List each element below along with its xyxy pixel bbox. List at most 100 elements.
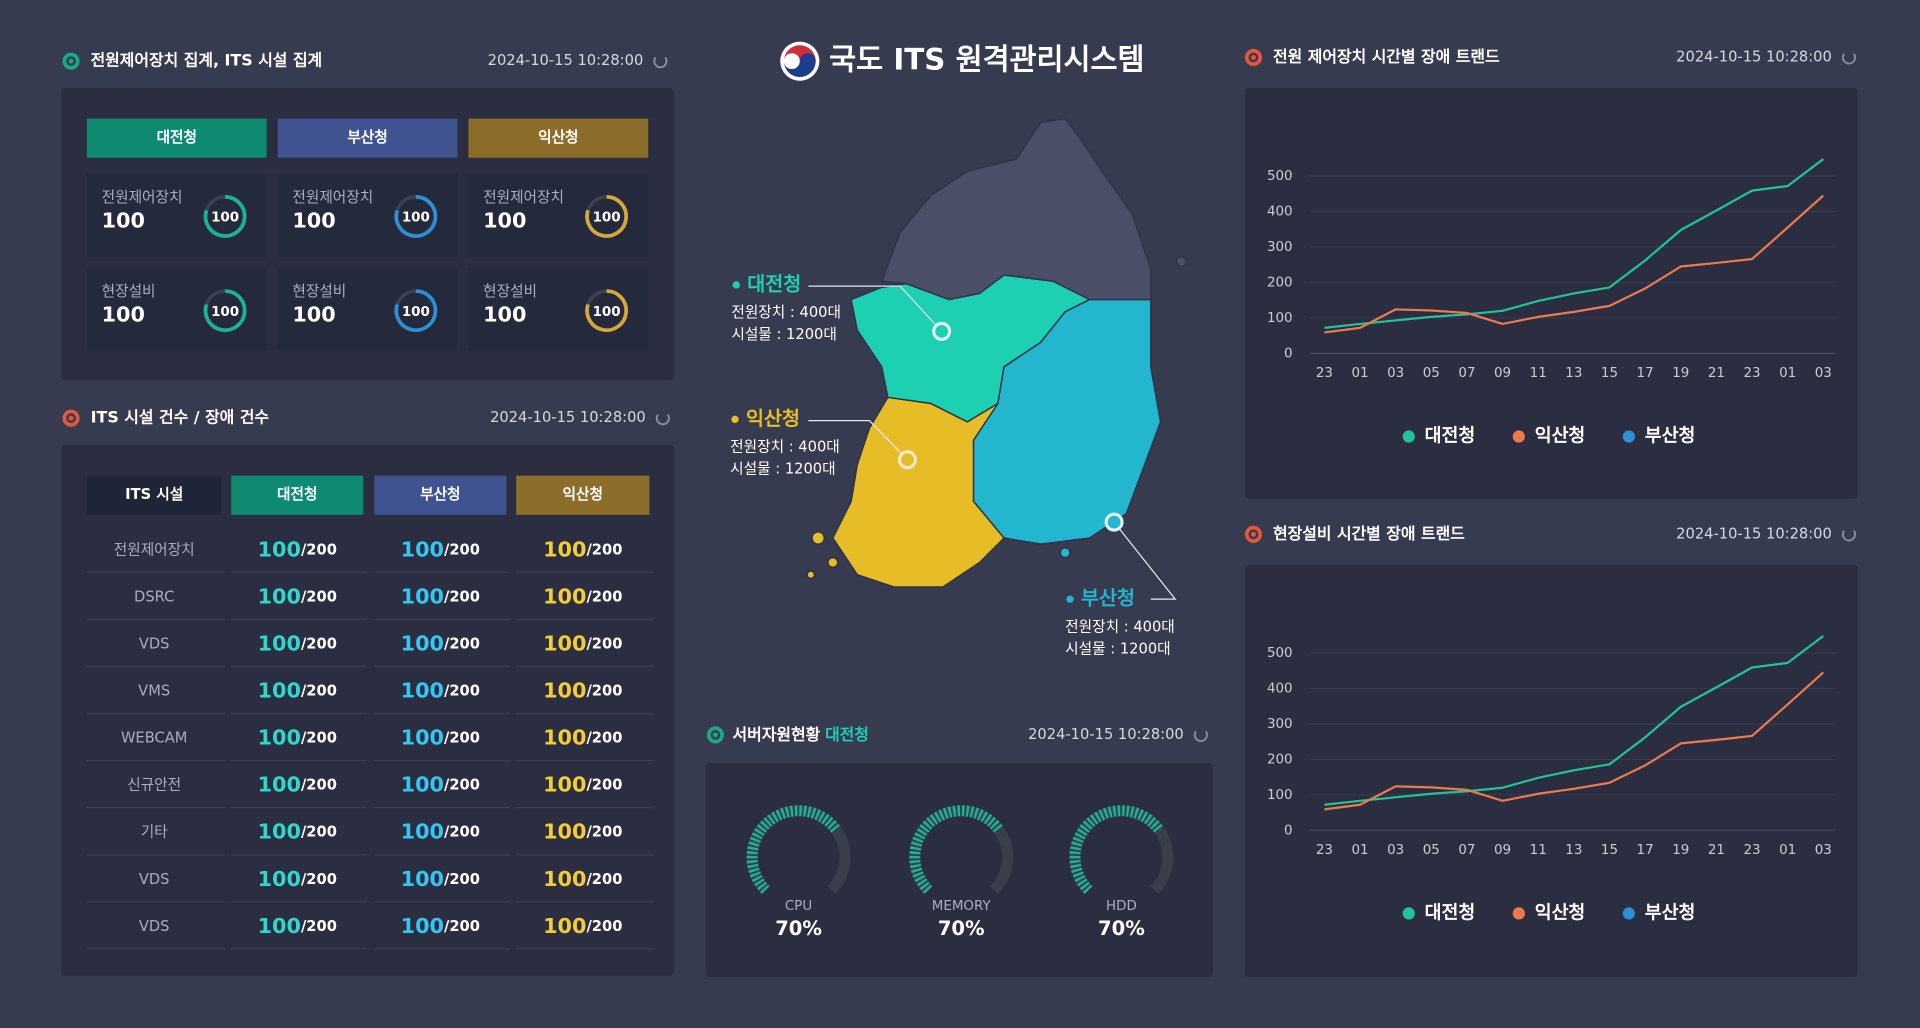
- refresh-icon[interactable]: [1841, 53, 1856, 65]
- cell-count: 100: [401, 914, 444, 938]
- table-cell: 100/200: [543, 631, 622, 655]
- row-name: 신규안전: [127, 777, 181, 794]
- refresh-icon[interactable]: [655, 413, 670, 426]
- cell-count: 100: [543, 678, 586, 702]
- table-cell: 100/200: [543, 726, 622, 750]
- cell-total: /200: [586, 541, 622, 558]
- cell-total: /200: [301, 824, 337, 841]
- x-tick-label: 05: [1423, 843, 1440, 858]
- header-icon: [62, 409, 80, 427]
- header-icon-dot: [1251, 55, 1256, 60]
- x-tick-label: 07: [1458, 843, 1475, 858]
- refresh-icon[interactable]: [1841, 530, 1856, 542]
- cell-count: 100: [401, 584, 444, 608]
- legend-label: 대전청: [1425, 902, 1476, 923]
- header-icon: [1244, 525, 1263, 543]
- x-tick-label: 03: [1387, 366, 1404, 381]
- x-tick-label: 03: [1815, 366, 1832, 381]
- emblem: [780, 41, 820, 81]
- card-ring-label: 100: [211, 305, 239, 320]
- cell-total: /200: [444, 871, 480, 888]
- card-value: 100: [102, 208, 145, 232]
- map-leaders: [808, 285, 1177, 600]
- card-label: 현장설비: [292, 283, 346, 300]
- cell-total: /200: [586, 871, 622, 888]
- cell-count: 100: [543, 820, 586, 844]
- x-tick-label: 09: [1494, 843, 1511, 858]
- cell-count: 100: [543, 773, 586, 797]
- series-line: [1324, 635, 1824, 806]
- server-region: 대전청: [825, 724, 869, 743]
- cell-count: 100: [401, 820, 444, 844]
- card-ring: [203, 195, 247, 238]
- card-label: 전원제어장치: [483, 189, 564, 206]
- table-header-cell: [516, 475, 650, 515]
- x-tick-label: 19: [1672, 366, 1689, 381]
- gauge-label: MEMORY: [932, 899, 992, 914]
- cell-count: 100: [543, 726, 586, 750]
- cell-count: 100: [401, 726, 444, 750]
- cell-total: /200: [444, 918, 480, 935]
- region-name: 대전청: [747, 272, 801, 295]
- cell-count: 100: [401, 678, 444, 702]
- card-label: 현장설비: [483, 283, 537, 300]
- region-name: 익산청: [746, 407, 800, 430]
- region-dot: [731, 415, 739, 424]
- cell-total: /200: [301, 541, 337, 558]
- y-tick-label: 0: [1284, 346, 1293, 361]
- x-tick-label: 15: [1601, 366, 1618, 381]
- x-tick-label: 21: [1708, 843, 1725, 858]
- legend-label: 부산청: [1645, 426, 1696, 447]
- timestamp: 2024-10-15 10:28:00: [490, 409, 646, 426]
- table-cell: 100/200: [543, 867, 622, 891]
- row-name: VDS: [139, 871, 170, 888]
- timestamp: 2024-10-15 10:28:00: [1028, 726, 1184, 743]
- timestamp: 2024-10-15 10:28:00: [1676, 48, 1832, 65]
- x-tick-label: 01: [1779, 843, 1796, 858]
- card-value: 100: [292, 302, 335, 326]
- cell-count: 100: [258, 773, 301, 797]
- tab-label: 부산청: [347, 129, 387, 146]
- timestamp: 2024-10-15 10:28:00: [1676, 525, 1832, 542]
- tab[interactable]: [468, 118, 649, 158]
- x-tick-label: 05: [1423, 366, 1440, 381]
- server-panel: [705, 763, 1214, 978]
- tab[interactable]: [277, 118, 458, 158]
- card-ring: [394, 289, 438, 332]
- header-icon-dot: [68, 58, 74, 64]
- cell-count: 100: [543, 584, 586, 608]
- header-icon-dot: [68, 415, 74, 421]
- gauge-fill: [909, 805, 1004, 894]
- x-tick-label: 11: [1530, 843, 1547, 858]
- cell-total: /200: [444, 682, 480, 699]
- cell-count: 100: [258, 867, 301, 891]
- refresh-icon[interactable]: [653, 56, 668, 69]
- region-power: 전원장치 : 400대: [730, 439, 840, 456]
- series-line: [1324, 158, 1824, 329]
- cell-total: /200: [586, 588, 622, 605]
- cell-total: /200: [444, 588, 480, 605]
- tab[interactable]: [86, 118, 267, 158]
- cell-count: 100: [543, 537, 586, 561]
- y-tick-label: 0: [1284, 823, 1293, 838]
- card-ring: [203, 289, 247, 332]
- cell-total: /200: [586, 777, 622, 794]
- header-icon-dot: [1251, 531, 1256, 537]
- region-facility: 시설물 : 1200대: [730, 461, 836, 478]
- x-tick-label: 01: [1351, 366, 1368, 381]
- cell-total: /200: [444, 777, 480, 794]
- page-title: 국도 ITS 원격관리시스템: [829, 43, 1144, 77]
- x-tick-label: 13: [1565, 366, 1582, 381]
- card: [86, 267, 267, 351]
- cell-count: 100: [543, 631, 586, 655]
- gauge-fill: [1069, 805, 1164, 894]
- region-facility: 시설물 : 1200대: [1065, 640, 1171, 657]
- map-pin: [932, 321, 952, 341]
- y-tick-label: 200: [1267, 752, 1293, 767]
- table-cell: 100/200: [401, 584, 480, 608]
- cell-total: /200: [586, 730, 622, 747]
- table-cell: 100/200: [401, 773, 480, 797]
- refresh-icon[interactable]: [1193, 730, 1208, 742]
- cell-total: /200: [301, 777, 337, 794]
